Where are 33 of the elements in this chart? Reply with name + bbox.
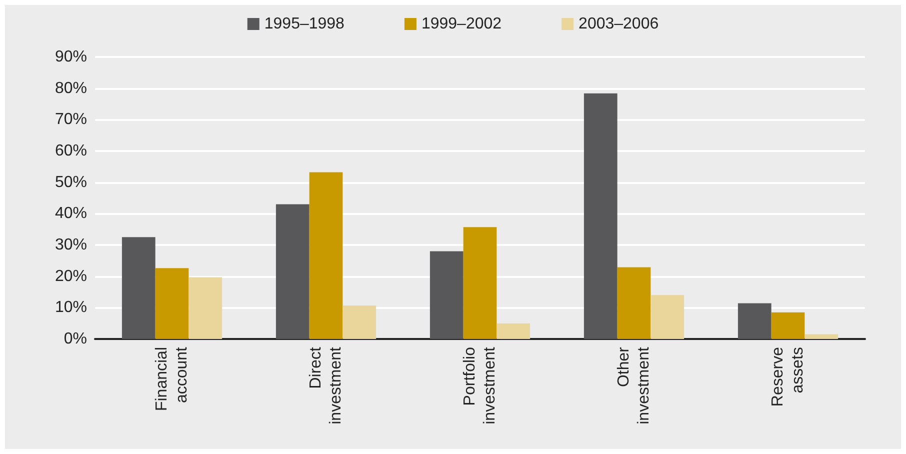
y-tick-label: 40% (54, 205, 87, 222)
bar (738, 303, 772, 339)
legend-label: 1995–1998 (264, 16, 345, 32)
x-tick-label: Portfolio investment (462, 346, 498, 424)
x-tick-label: Reserve assets (770, 346, 806, 407)
bar (122, 237, 156, 339)
bar (309, 172, 343, 339)
bar (155, 268, 189, 339)
y-tick-label: 70% (54, 111, 87, 128)
bar (276, 204, 310, 339)
bar (430, 251, 464, 339)
bar (584, 93, 618, 339)
y-tick-label: 20% (54, 268, 87, 285)
bar (188, 277, 222, 339)
y-tick-label: 0% (64, 330, 87, 348)
bar (804, 334, 838, 339)
bar (342, 305, 376, 339)
y-tick-label: 50% (54, 174, 87, 191)
x-tick-label: Other investment (616, 346, 652, 424)
y-tick-label: 90% (54, 48, 87, 66)
legend-label: 2003–2006 (578, 16, 659, 32)
y-tick-label: 80% (54, 80, 87, 97)
x-tick-label: Financial account (154, 346, 190, 412)
y-tick-label: 60% (54, 142, 87, 160)
bar (463, 227, 497, 339)
bar (650, 295, 684, 339)
bar (617, 267, 651, 339)
y-tick-label: 10% (54, 299, 87, 316)
x-tick-label: Direct investment (308, 346, 344, 424)
bar (771, 312, 805, 339)
legend-label: 1999–2002 (421, 16, 502, 32)
bar (496, 323, 530, 339)
y-tick-label: 30% (54, 236, 87, 254)
